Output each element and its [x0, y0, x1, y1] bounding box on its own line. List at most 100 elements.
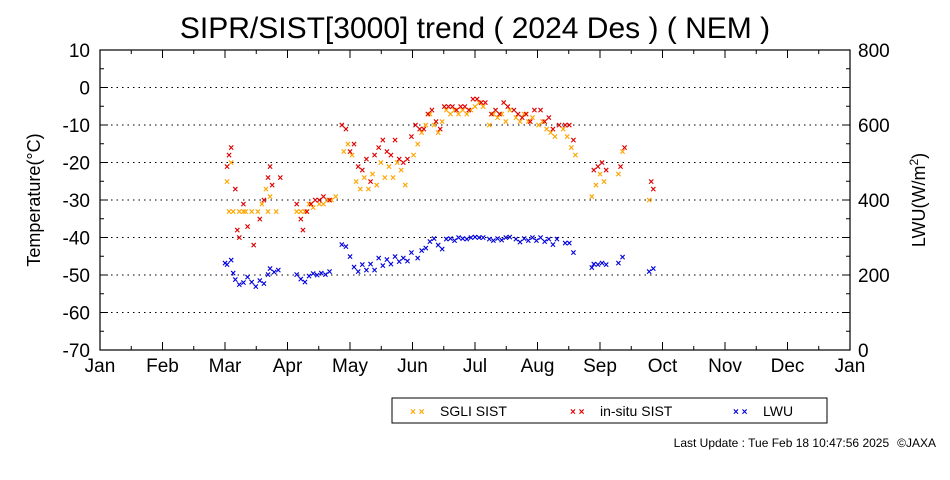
- data-point: ×: [441, 102, 447, 113]
- data-point: ×: [277, 173, 283, 184]
- data-point: ×: [316, 199, 322, 210]
- data-point: ×: [273, 207, 279, 218]
- data-point: ×: [322, 270, 328, 281]
- y-tick-label: -20: [63, 154, 90, 175]
- legend-marker: × ×: [733, 407, 748, 418]
- data-point: ×: [384, 147, 390, 158]
- data-point: ×: [257, 214, 263, 225]
- data-point: ×: [466, 106, 472, 117]
- data-point: ×: [474, 94, 480, 105]
- data-point: ×: [431, 234, 437, 245]
- legend-item: × × LWU: [733, 403, 793, 419]
- data-point: ×: [302, 207, 308, 218]
- legend-item: × × in-situ SIST: [570, 403, 673, 419]
- data-point: ×: [564, 132, 570, 143]
- ticks: 100-10-20-30-40-50-60-708006004002000Jan…: [63, 41, 890, 377]
- data-point: ×: [294, 270, 300, 281]
- data-point: ×: [300, 226, 306, 237]
- data-point: ×: [560, 124, 566, 135]
- data-point: ×: [482, 98, 488, 109]
- data-point: ×: [556, 121, 562, 132]
- data-point: ×: [394, 158, 400, 169]
- data-point: ×: [263, 184, 269, 195]
- data-point: ×: [382, 173, 388, 184]
- data-point: ×: [468, 233, 474, 244]
- y2-axis-label: LWU(W/m2): [907, 153, 929, 247]
- data-point: ×: [361, 173, 367, 184]
- data-point: ×: [390, 173, 396, 184]
- data-point: ×: [241, 278, 247, 289]
- data-point: ×: [517, 238, 523, 249]
- data-point: ×: [267, 162, 273, 173]
- data-point: ×: [398, 166, 404, 177]
- data-point: ×: [513, 113, 519, 124]
- data-point: ×: [267, 192, 273, 203]
- data-point: ×: [310, 203, 316, 214]
- data-point: ×: [343, 124, 349, 135]
- data-point: ×: [521, 234, 527, 245]
- data-point: ×: [488, 109, 494, 120]
- data-point: ×: [495, 113, 501, 124]
- data-point: ×: [312, 196, 318, 207]
- x-tick-label: Jan: [85, 356, 116, 377]
- data-point: ×: [476, 233, 482, 244]
- data-point: ×: [538, 233, 544, 244]
- data-point: ×: [570, 136, 576, 147]
- data-point: ×: [243, 207, 249, 218]
- data-point: ×: [499, 235, 505, 246]
- data-point: ×: [228, 256, 234, 267]
- data-point: ×: [491, 236, 497, 247]
- data-point: ×: [595, 260, 601, 271]
- legend-box: [391, 397, 828, 424]
- data-point: ×: [450, 102, 456, 113]
- data-point: ×: [546, 235, 552, 246]
- data-point: ×: [527, 117, 533, 128]
- data-point: ×: [423, 121, 429, 132]
- data-point: ×: [468, 106, 474, 117]
- data-point: ×: [546, 113, 552, 124]
- data-point: ×: [464, 109, 470, 120]
- data-point: ×: [380, 261, 386, 272]
- data-point: ×: [409, 132, 415, 143]
- data-point: ×: [427, 109, 433, 120]
- data-point: ×: [376, 143, 382, 154]
- data-point: ×: [525, 236, 531, 247]
- last-update: Last Update : Tue Feb 18 10:47:56 2025: [674, 436, 890, 450]
- data-point: ×: [232, 275, 238, 286]
- data-point: ×: [462, 102, 468, 113]
- data-point: ×: [568, 143, 574, 154]
- data-point: ×: [368, 259, 374, 270]
- data-point: ×: [253, 282, 259, 293]
- data-point: ×: [550, 240, 556, 251]
- data-point: ×: [249, 207, 255, 218]
- data-point: ×: [529, 233, 535, 244]
- data-point: ×: [456, 109, 462, 120]
- data-point: ×: [486, 121, 492, 132]
- y-tick-label: -30: [63, 191, 90, 212]
- data-point: ×: [411, 151, 417, 162]
- data-point: ×: [616, 169, 622, 180]
- data-point: ×: [542, 237, 548, 248]
- data-point: ×: [378, 158, 384, 169]
- legend-marker: × ×: [410, 407, 425, 418]
- data-point: ×: [388, 151, 394, 162]
- data-point: ×: [476, 98, 482, 109]
- data-point: ×: [648, 177, 654, 188]
- data-point: ×: [409, 248, 415, 259]
- data-point: ×: [443, 106, 449, 117]
- data-point: ×: [517, 117, 523, 128]
- data-point: ×: [320, 199, 326, 210]
- data-point: ×: [298, 207, 304, 218]
- data-point: ×: [622, 143, 628, 154]
- data-point: ×: [620, 253, 626, 264]
- footer-text: Last Update : Tue Feb 18 10:47:56 2025 ©J…: [674, 436, 936, 450]
- data-point: ×: [308, 199, 314, 210]
- data-point: ×: [460, 234, 466, 245]
- y2-tick-label: 200: [858, 266, 890, 287]
- data-point: ×: [423, 244, 429, 255]
- x-tick-label: Apr: [273, 356, 303, 377]
- data-point: ×: [265, 173, 271, 184]
- chart-title: SIPR/SIST[3000] trend ( 2024 Des ) ( NEM…: [180, 12, 770, 45]
- data-point: ×: [499, 109, 505, 120]
